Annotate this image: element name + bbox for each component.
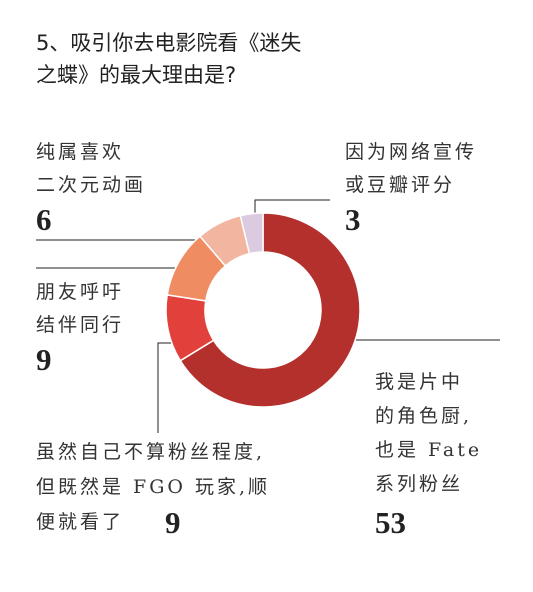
slice-label: 因为网络宣传	[345, 141, 477, 163]
chart-title: 之蝶》的最大理由是?	[36, 63, 236, 87]
donut-slice	[179, 212, 361, 408]
slice-label: 二次元动画	[36, 174, 146, 196]
slice-label: 朋友呼吁	[36, 281, 124, 303]
slice-label: 虽然自己不算粉丝程度,	[36, 441, 265, 463]
slice-label: 但既然是 FGO 玩家,顺	[36, 476, 270, 498]
slice-label: 便就看了	[36, 511, 124, 533]
donut-slice	[239, 212, 264, 255]
slice-label: 系列粉丝	[375, 473, 463, 495]
slice-label: 纯属喜欢	[36, 141, 124, 163]
value-label: 9	[165, 505, 181, 540]
chart-title: 5、吸引你去电影院看《迷失	[36, 31, 301, 55]
slice-label: 结伴同行	[36, 314, 124, 336]
value-label: 6	[36, 202, 52, 237]
value-label: 3	[345, 202, 361, 237]
slice-label: 或豆瓣评分	[345, 174, 455, 196]
slice-label: 我是片中	[375, 371, 463, 393]
slice-label: 的角色厨,	[375, 405, 472, 427]
value-label: 53	[375, 505, 406, 540]
slice-label: 也是 Fate	[375, 439, 482, 461]
value-label: 9	[36, 342, 52, 377]
